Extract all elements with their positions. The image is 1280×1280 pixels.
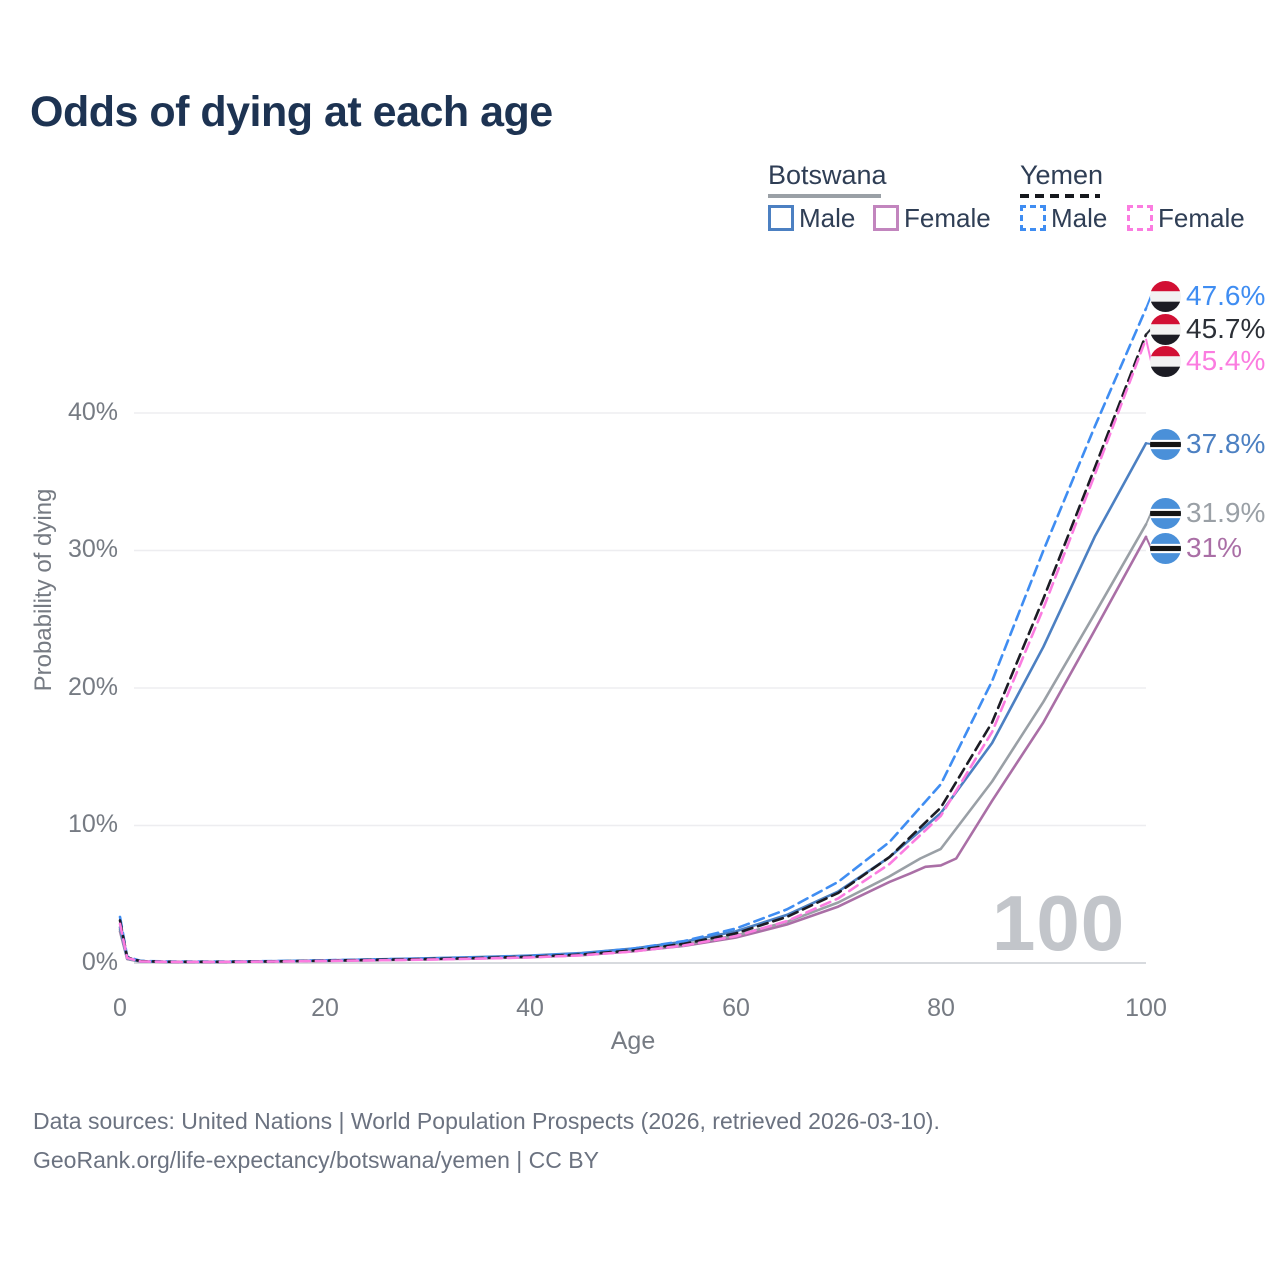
page-title: Odds of dying at each age xyxy=(30,88,553,136)
end-label-value: 45.4% xyxy=(1186,345,1266,376)
data-sources-note: Data sources: United Nations | World Pop… xyxy=(33,1108,940,1134)
legend-item-label: Male xyxy=(1051,202,1108,233)
end-label-value: 45.7% xyxy=(1186,313,1266,344)
attribution-note: GeoRank.org/life-expectancy/botswana/yem… xyxy=(33,1147,599,1173)
end-label-yemen-both: 45.7% xyxy=(1150,313,1265,345)
end-label-value: 31% xyxy=(1186,532,1243,563)
yemen-flag-icon xyxy=(1150,313,1181,345)
botswana-flag-icon xyxy=(1150,532,1181,564)
yemen-male-swatch-icon xyxy=(1020,205,1046,231)
end-label-value: 47.6% xyxy=(1186,280,1266,311)
legend-item-botswana-female[interactable]: Female xyxy=(873,203,991,233)
series-line-yemen-both xyxy=(118,333,1148,964)
y-axis-title: Probability of dying xyxy=(30,488,57,692)
legend-item-yemen-male[interactable]: Male xyxy=(1020,203,1107,233)
yemen-flag-icon xyxy=(1150,345,1181,377)
legend-item-botswana-male[interactable]: Male xyxy=(768,203,855,233)
y-tick-label: 10% xyxy=(67,810,118,838)
legend-group-botswana-header: Botswana xyxy=(768,160,887,190)
legend-group-yemen-header: Yemen xyxy=(1020,160,1104,190)
end-label-botswana-male: 37.8% xyxy=(1150,428,1265,460)
series-line-yemen-female xyxy=(118,337,1148,964)
y-tick-label: 40% xyxy=(67,398,118,426)
end-label-yemen-female: 45.4% xyxy=(1150,345,1265,377)
end-label-botswana-both: 31.9% xyxy=(1150,497,1265,529)
x-tick-label: 60 xyxy=(722,994,750,1022)
yemen-female-swatch-icon xyxy=(1127,205,1153,231)
botswana-flag-icon xyxy=(1150,497,1181,529)
x-tick-label: 80 xyxy=(927,994,955,1022)
y-tick-label: 20% xyxy=(67,673,118,701)
y-tick-label: 0% xyxy=(81,948,118,976)
chart-plot[interactable] xyxy=(0,0,1280,1080)
age-counter-watermark: 100 xyxy=(992,879,1126,967)
botswana-male-swatch-icon xyxy=(768,205,794,231)
botswana-female-swatch-icon xyxy=(873,205,899,231)
x-tick-label: 0 xyxy=(113,994,127,1022)
legend-item-label: Female xyxy=(904,202,991,233)
x-axis-title: Age xyxy=(610,1027,656,1055)
yemen-flag-icon xyxy=(1150,280,1181,312)
legend-item-label: Male xyxy=(799,202,856,233)
legend-yemen-line-sample xyxy=(1020,194,1100,198)
y-tick-label: 30% xyxy=(67,535,118,563)
end-label-yemen-male: 47.6% xyxy=(1150,280,1265,312)
end-label-botswana-female: 31% xyxy=(1150,532,1242,564)
x-tick-label: 40 xyxy=(516,994,544,1022)
legend-item-label: Female xyxy=(1158,202,1245,233)
end-label-value: 31.9% xyxy=(1186,497,1266,528)
legend-item-yemen-female[interactable]: Female xyxy=(1127,203,1245,233)
botswana-flag-icon xyxy=(1150,428,1181,460)
legend-botswana-line-sample xyxy=(768,194,881,198)
series-line-yemen-male xyxy=(118,307,1148,963)
x-tick-label: 20 xyxy=(311,994,339,1022)
x-tick-label: 100 xyxy=(1125,994,1167,1022)
end-label-value: 37.8% xyxy=(1186,428,1266,459)
